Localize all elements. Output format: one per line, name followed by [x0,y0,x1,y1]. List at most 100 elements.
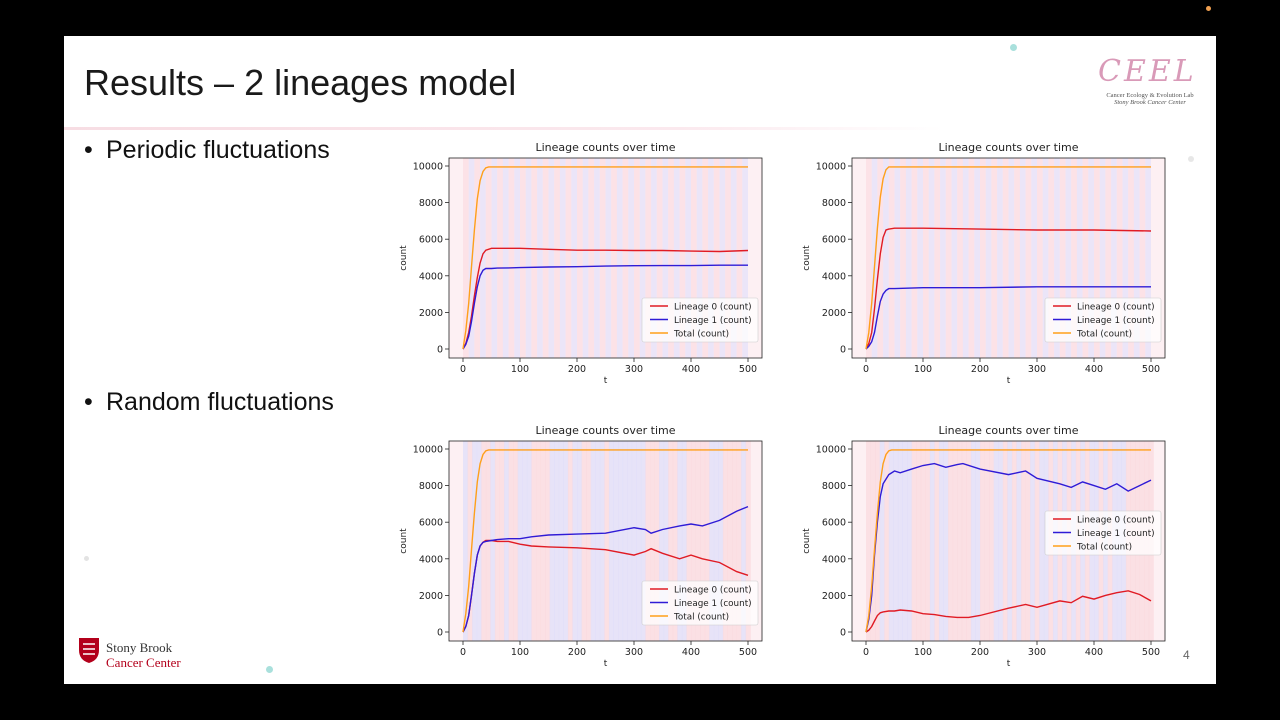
background-band [934,441,940,641]
background-band [520,158,526,358]
x-axis-label: t [604,659,608,669]
background-band [888,158,895,358]
x-tick-label: 500 [739,647,757,658]
y-tick-label: 8000 [822,198,846,209]
x-tick-label: 100 [914,364,932,375]
legend-label: Lineage 0 (count) [674,302,752,312]
background-band [645,441,651,641]
background-band [531,158,538,358]
chart-random-2: Lineage counts over time 0 100 200 300 400 500… [802,424,1166,669]
background-band [736,158,743,358]
chart-title: Lineage counts over time [535,141,675,154]
background-band [957,441,963,641]
background-band [656,158,663,358]
legend-label: Lineage 1 (count) [674,599,752,609]
x-tick-label: 100 [511,647,529,658]
x-axis-label: t [1007,659,1011,669]
background-band [622,441,628,641]
background-band [599,441,605,641]
background-band [502,158,509,358]
background-band [736,441,742,641]
x-tick-label: 200 [971,364,989,375]
x-tick-label: 0 [460,647,466,658]
legend-label: Total (count) [673,329,729,339]
x-tick-label: 300 [1028,364,1046,375]
background-band [616,158,623,358]
y-tick-label: 6000 [419,518,443,529]
legend-box [641,297,759,343]
background-band [640,441,646,641]
background-band [613,441,619,641]
y-axis-label: count [399,528,409,554]
background-band [663,441,669,641]
background-band [700,441,706,641]
background-band [631,441,637,641]
background-band [571,158,577,358]
background-band [639,158,646,358]
background-band [920,441,926,641]
background-band [991,158,998,358]
decor-dot [1188,156,1194,162]
background-band [522,441,528,641]
background-band [866,158,872,358]
background-band [588,158,595,358]
background-band [741,441,747,641]
background-band [974,158,980,358]
series-line [865,166,1151,350]
background-band [1139,158,1146,358]
background-band [1037,158,1043,358]
background-band [695,441,701,641]
y-tick-label: 2000 [822,308,846,319]
background-band [962,158,969,358]
background-band [997,158,1003,358]
background-band [952,441,958,641]
background-band [980,158,986,358]
background-band [628,158,634,358]
background-band [1034,441,1040,641]
series-line [865,449,1151,633]
y-tick-label: 4000 [822,271,846,282]
background-band [1008,158,1015,358]
slide-title: Results – 2 lineages model [84,62,517,103]
x-tick-label: 400 [1085,364,1103,375]
background-band [513,441,519,641]
background-band [634,158,640,358]
ceel-logo-text: CEEL [1098,54,1197,89]
background-band [1002,158,1009,358]
x-tick-label: 500 [1142,647,1160,658]
x-tick-label: 300 [625,364,643,375]
x-tick-label: 400 [1085,647,1103,658]
background-band [894,158,901,358]
background-band [879,441,885,641]
background-band [1007,441,1013,641]
background-band [951,158,958,358]
background-band [508,158,515,358]
background-band [668,158,674,358]
background-band [961,441,967,641]
background-band [911,158,918,358]
background-band [491,158,498,358]
plot-frame [448,440,763,642]
chart-periodic-1: Lineage counts over time 0 100 200 300 400 500… [399,141,763,386]
ceel-logo-line2: Stony Brook Cancer Center [1114,99,1186,106]
background-band [531,441,537,641]
y-tick-label: 4000 [419,271,443,282]
background-band [542,158,549,358]
background-band [474,158,481,358]
background-band [709,441,715,641]
background-band [572,441,578,641]
background-band [968,158,975,358]
background-band [897,441,903,641]
x-tick-label: 100 [511,364,529,375]
background-band [691,158,697,358]
y-tick-label: 6000 [419,235,443,246]
decor-dot [84,556,89,561]
y-tick-label: 2000 [419,591,443,602]
background-band [608,441,614,641]
background-band [586,441,592,641]
background-band [672,441,678,641]
chart-periodic-2: Lineage counts over time 0 100 200 300 400 500… [802,141,1166,386]
background-band [985,158,992,358]
background-band [1042,158,1049,358]
background-band [888,441,894,641]
